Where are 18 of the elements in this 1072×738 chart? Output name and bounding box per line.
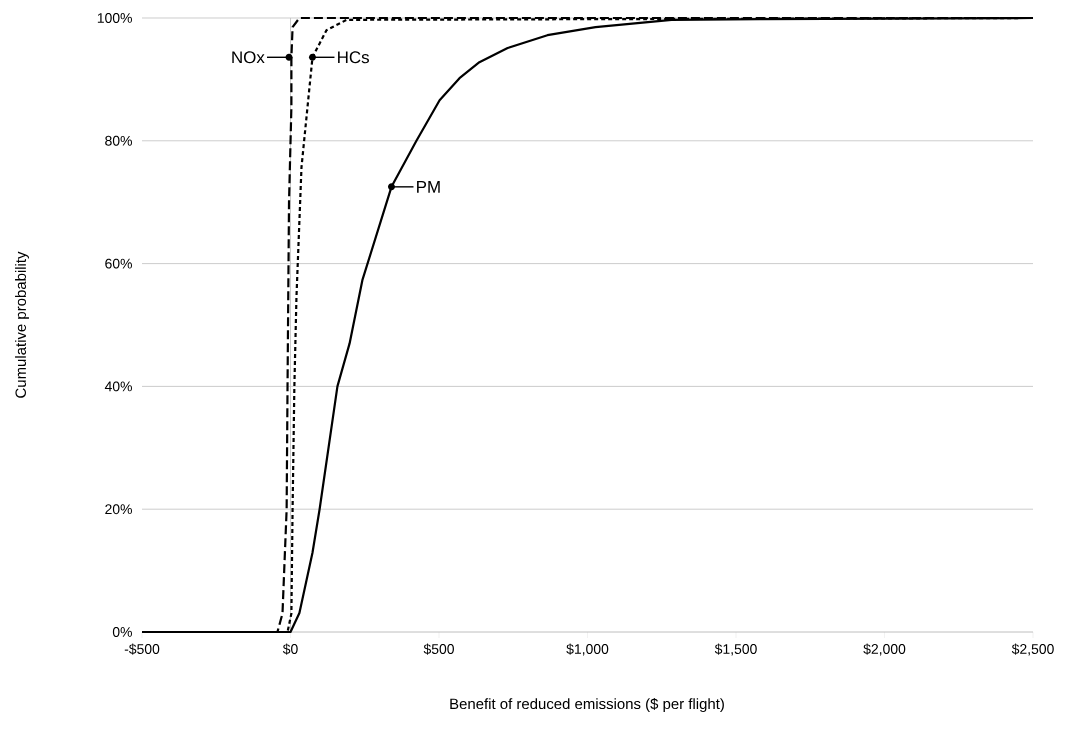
x-axis-title: Benefit of reduced emissions ($ per flight) [450, 697, 724, 713]
annotation: PM [417, 181, 440, 193]
y-tick-label: 20% [105, 504, 132, 515]
y-tick-label: 40% [104, 381, 132, 392]
annotation: HCs [338, 51, 369, 64]
y-tick-label: 100% [97, 13, 132, 23]
annotation: NOx [232, 51, 265, 64]
y-axis-title: Cumulative probability [15, 251, 29, 398]
x-tick-label: $1,000 [566, 643, 609, 656]
y-tick-label: 0% [112, 627, 132, 637]
x-tick-label: $2,000 [863, 643, 906, 656]
y-tick-label: 80% [105, 135, 132, 146]
x-tick-label: -$500 [124, 643, 160, 655]
x-tick-label: $0 [282, 643, 298, 655]
x-tick-label: $2,500 [1011, 643, 1054, 656]
y-tick-label: 60% [105, 258, 132, 269]
x-tick-label: $500 [423, 643, 454, 655]
x-tick-label: $1,500 [714, 643, 757, 656]
